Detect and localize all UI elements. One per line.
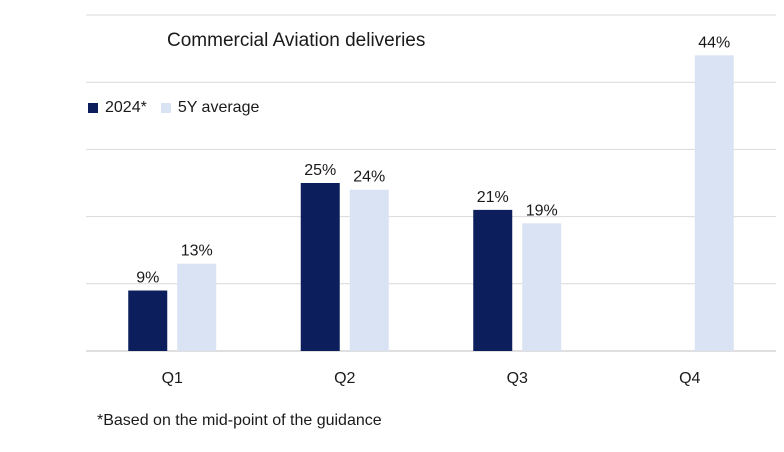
legend-item-5y-average: 5Y average	[160, 99, 260, 117]
data-label-q1-5y-average: 13%	[181, 243, 213, 260]
x-tick-label-q2: Q2	[334, 370, 355, 387]
bar-q1-5y-average	[177, 263, 217, 351]
bar-q1-2024	[128, 290, 168, 351]
bar-q3-5y-average	[522, 223, 562, 351]
x-tick-label-q1: Q1	[162, 370, 183, 387]
legend: 2024* 5Y average	[88, 99, 273, 117]
x-tick-label-q4: Q4	[679, 370, 700, 387]
legend-label-2024: 2024*	[105, 99, 147, 116]
bar-q2-2024	[300, 183, 340, 351]
legend-swatch-5y-average	[160, 103, 171, 113]
data-label-q3-2024: 21%	[477, 189, 509, 206]
x-tick-label-q3: Q3	[507, 370, 528, 387]
data-label-q1-2024: 9%	[136, 270, 159, 287]
data-label-q2-2024: 25%	[304, 162, 336, 179]
legend-label-5y-average: 5Y average	[177, 99, 260, 116]
data-label-q2-5y-average: 24%	[353, 169, 385, 186]
data-label-q4-5y-average: 44%	[698, 34, 730, 51]
data-label-q3-5y-average: 19%	[526, 202, 558, 219]
bar-q4-5y-average	[694, 55, 734, 351]
bar-q3-2024	[473, 209, 513, 351]
legend-swatch-2024	[88, 103, 98, 113]
legend-item-2024: 2024*	[88, 99, 147, 117]
chart-title: Commercial Aviation deliveries	[167, 30, 426, 51]
bar-q2-5y-average	[349, 189, 389, 351]
footnote: *Based on the mid-point of the guidance	[97, 412, 382, 429]
